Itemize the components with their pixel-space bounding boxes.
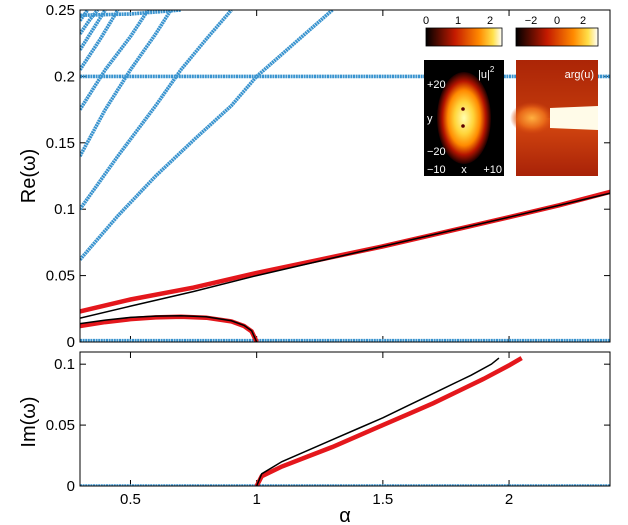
top-series-blue-10 (80, 10, 182, 18)
vortex-dot-lower (461, 124, 465, 128)
top-series-blue-5 (80, 10, 150, 111)
phase-colorbar-bar (515, 27, 599, 47)
bottom-series-red-1 (254, 356, 523, 486)
bottom-y-axis-label: Im(ω) (18, 396, 40, 447)
bottom-ytick-label-2: 0.1 (54, 356, 75, 373)
bottom-xtick-label-2: 1.5 (372, 491, 393, 508)
bottom-ytick-label-1: 0.05 (46, 417, 75, 434)
phase-colorbar-tick-1: 0 (554, 15, 560, 27)
bottom-y-ticks: 0 0.05 0.1 (46, 356, 610, 495)
inset-group: 0 1 2 −2 0 2 |u|2 +20 y −20 −10 x +10 (423, 15, 599, 176)
top-y-axis-label: Re(ω) (18, 149, 40, 204)
top-ytick-label-1: 0.05 (46, 268, 75, 285)
phase-colorbar: −2 0 2 (515, 15, 599, 47)
top-series-blue-4 (80, 10, 173, 157)
bottom-x-ticks: 0.5 1 1.5 2 (120, 352, 513, 508)
density-colorbar-tick-2: 2 (487, 15, 493, 27)
bottom-ytick-label-0: 0 (67, 478, 75, 495)
phase-colorbar-tick-0: −2 (525, 15, 538, 27)
bottom-xtick-label-3: 2 (505, 491, 513, 508)
top-ytick-label-0: 0 (67, 334, 75, 351)
density-xtick-left: −10 (427, 164, 446, 176)
phase-colorbar-tick-2: 2 (580, 15, 586, 27)
phase-panel-label: arg(u) (565, 69, 594, 81)
bottom-series-group (80, 356, 610, 486)
top-series-blue-6 (80, 10, 120, 71)
top-series-group (80, 10, 610, 342)
top-series-black-14 (80, 314, 258, 342)
top-y-ticks: 0 0.05 0.1 0.15 0.2 0.25 (46, 2, 610, 351)
bottom-xtick-label-0: 0.5 (120, 491, 141, 508)
bottom-xtick-label-1: 1 (252, 491, 260, 508)
top-series-blue-8 (80, 10, 100, 35)
density-xlabel: x (461, 164, 467, 176)
top-panel: 0 0.05 0.1 0.15 0.2 0.25 Re(ω) (18, 2, 611, 351)
phase-panel: arg(u) (510, 60, 598, 176)
top-series-blue-2 (80, 10, 334, 261)
phase-glow (510, 102, 554, 134)
density-ylabel: y (427, 113, 433, 125)
phase-branch-cut (550, 106, 598, 130)
density-colorbar-tick-0: 0 (423, 15, 429, 27)
x-axis-label-alpha: α (339, 505, 351, 525)
bottom-panel: 0 0.05 0.1 0.5 1 1.5 2 Im(ω) α (18, 351, 611, 525)
density-panel-label: |u|2 (478, 65, 495, 81)
top-ytick-label-4: 0.2 (54, 68, 75, 85)
density-colorbar-bar (425, 27, 503, 47)
density-panel: |u|2 +20 y −20 −10 x +10 (424, 60, 504, 176)
density-colorbar: 0 1 2 (423, 15, 503, 47)
density-colorbar-tick-1: 1 (455, 15, 461, 27)
top-series-black-12 (80, 192, 610, 319)
bottom-series-black-2 (255, 357, 500, 486)
top-axes-frame (79, 9, 611, 343)
bottom-axes-frame (79, 351, 611, 487)
density-blob (437, 72, 491, 164)
density-ytick-top: +20 (427, 79, 446, 91)
density-ytick-bottom: −20 (427, 146, 446, 158)
top-ytick-label-3: 0.15 (46, 135, 75, 152)
vortex-dot-upper (461, 107, 465, 111)
bottom-plot-area (80, 352, 610, 486)
top-ytick-label-5: 0.25 (46, 2, 75, 19)
density-xtick-right: +10 (483, 164, 502, 176)
top-ytick-label-2: 0.1 (54, 201, 75, 218)
